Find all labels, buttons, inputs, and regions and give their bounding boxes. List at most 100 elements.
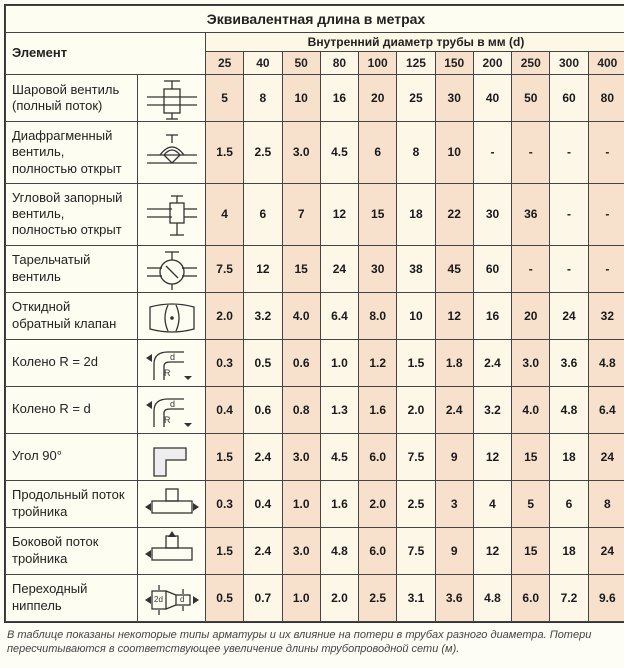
- svg-text:R: R: [164, 368, 171, 378]
- value-cell: 7.2: [550, 574, 588, 621]
- value-cell: 7: [282, 183, 320, 245]
- reducer-icon: 2dd: [138, 574, 206, 621]
- value-cell: 0.5: [244, 339, 282, 386]
- diameter-header: 200: [473, 52, 511, 75]
- value-cell: 1.0: [320, 339, 358, 386]
- value-cell: 1.6: [320, 480, 358, 527]
- element-name: Угол 90°: [6, 433, 138, 480]
- value-cell: -: [512, 122, 550, 184]
- value-cell: 4.8: [320, 527, 358, 574]
- value-cell: 25: [397, 75, 435, 122]
- value-cell: 1.3: [320, 386, 358, 433]
- value-cell: 24: [550, 292, 588, 339]
- value-cell: 12: [473, 433, 511, 480]
- value-cell: 0.6: [282, 339, 320, 386]
- value-cell: 8: [244, 75, 282, 122]
- element-name: Тарельчатый вентиль: [6, 245, 138, 292]
- table-row: Колено R = ddR0.40.60.81.31.62.02.43.24.…: [6, 386, 624, 433]
- value-cell: 3.0: [282, 122, 320, 184]
- value-cell: 0.7: [244, 574, 282, 621]
- value-cell: 1.8: [435, 339, 473, 386]
- value-cell: 8: [397, 122, 435, 184]
- value-cell: 32: [588, 292, 624, 339]
- value-cell: 12: [473, 527, 511, 574]
- value-cell: 4.5: [320, 122, 358, 184]
- value-cell: 3.0: [512, 339, 550, 386]
- value-cell: 20: [512, 292, 550, 339]
- value-cell: 2.0: [320, 574, 358, 621]
- check-valve-icon: [138, 292, 206, 339]
- value-cell: 4: [206, 183, 244, 245]
- svg-text:d: d: [170, 399, 175, 409]
- value-cell: 15: [359, 183, 397, 245]
- value-cell: 15: [282, 245, 320, 292]
- value-cell: 16: [473, 292, 511, 339]
- value-cell: 16: [320, 75, 358, 122]
- diameter-header: 25: [206, 52, 244, 75]
- value-cell: 10: [282, 75, 320, 122]
- value-cell: 9: [435, 527, 473, 574]
- table-row: Боковой поток тройника1.52.43.04.86.07.5…: [6, 527, 624, 574]
- value-cell: 8: [588, 480, 624, 527]
- value-cell: 2.5: [397, 480, 435, 527]
- table-row: Откидной обратный клапан2.03.24.06.48.01…: [6, 292, 624, 339]
- value-cell: 18: [550, 433, 588, 480]
- value-cell: 7.5: [397, 433, 435, 480]
- value-cell: 0.3: [206, 339, 244, 386]
- value-cell: -: [473, 122, 511, 184]
- table-row: Угол 90°1.52.43.04.56.07.5912151824: [6, 433, 624, 480]
- table-title: Эквивалентная длина в метрах: [6, 6, 624, 33]
- value-cell: -: [512, 245, 550, 292]
- value-cell: 1.6: [359, 386, 397, 433]
- value-cell: 6.4: [320, 292, 358, 339]
- diameter-header: 250: [512, 52, 550, 75]
- value-cell: 12: [320, 183, 358, 245]
- table-row: Переходный ниппель2dd0.50.71.02.02.53.13…: [6, 574, 624, 621]
- element-name: Угловой запорный вентиль, полностью откр…: [6, 183, 138, 245]
- equivalent-length-table: Эквивалентная длина в метрах Элемент Вну…: [5, 5, 624, 622]
- tee-side-icon: [138, 527, 206, 574]
- table-caption: В таблице показаны некоторые типы армату…: [4, 623, 624, 662]
- diaphragm-valve-icon: [138, 122, 206, 184]
- value-cell: 20: [359, 75, 397, 122]
- value-cell: 2.4: [435, 386, 473, 433]
- value-cell: 12: [435, 292, 473, 339]
- row-header: Элемент: [6, 33, 206, 75]
- value-cell: 36: [512, 183, 550, 245]
- value-cell: 6: [550, 480, 588, 527]
- ball-valve-icon: [138, 75, 206, 122]
- value-cell: 9: [435, 433, 473, 480]
- element-name: Шаровой вентиль (полный поток): [6, 75, 138, 122]
- value-cell: -: [588, 245, 624, 292]
- value-cell: 4.8: [550, 386, 588, 433]
- value-cell: 80: [588, 75, 624, 122]
- table-row: Продольный поток тройника0.30.41.01.62.0…: [6, 480, 624, 527]
- value-cell: 15: [512, 527, 550, 574]
- svg-text:d: d: [170, 352, 175, 362]
- value-cell: 2.0: [206, 292, 244, 339]
- poppet-valve-icon: [138, 245, 206, 292]
- angle-valve-icon: [138, 183, 206, 245]
- value-cell: 6: [244, 183, 282, 245]
- value-cell: -: [588, 122, 624, 184]
- diameter-header: 40: [244, 52, 282, 75]
- table-body: Шаровой вентиль (полный поток)5810162025…: [6, 75, 624, 622]
- value-cell: 6.0: [512, 574, 550, 621]
- value-cell: 4.8: [588, 339, 624, 386]
- value-cell: 15: [512, 433, 550, 480]
- value-cell: 7.5: [206, 245, 244, 292]
- tee-through-icon: [138, 480, 206, 527]
- value-cell: 2.4: [244, 527, 282, 574]
- value-cell: 60: [550, 75, 588, 122]
- diameter-header: 125: [397, 52, 435, 75]
- value-cell: 0.3: [206, 480, 244, 527]
- value-cell: -: [550, 245, 588, 292]
- element-name: Продольный поток тройника: [6, 480, 138, 527]
- value-cell: 4: [473, 480, 511, 527]
- table-row: Шаровой вентиль (полный поток)5810162025…: [6, 75, 624, 122]
- elbow-rd-icon: dR: [138, 386, 206, 433]
- value-cell: 7.5: [397, 527, 435, 574]
- value-cell: 1.5: [397, 339, 435, 386]
- value-cell: 4.0: [512, 386, 550, 433]
- value-cell: 24: [588, 527, 624, 574]
